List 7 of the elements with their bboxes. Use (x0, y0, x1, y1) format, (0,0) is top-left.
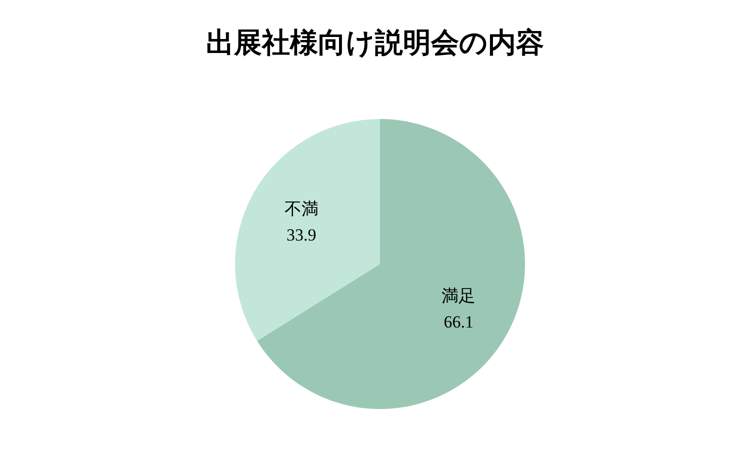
pie-slice (235, 119, 380, 341)
pie-slice (257, 119, 525, 409)
chart-title: 出展社様向け説明会の内容 (205, 25, 545, 61)
data-label: 33.9 (286, 225, 316, 244)
slice-label: 満足 (442, 286, 476, 306)
slice-label: 不満 (284, 199, 318, 218)
data-label: 66.1 (444, 312, 474, 332)
